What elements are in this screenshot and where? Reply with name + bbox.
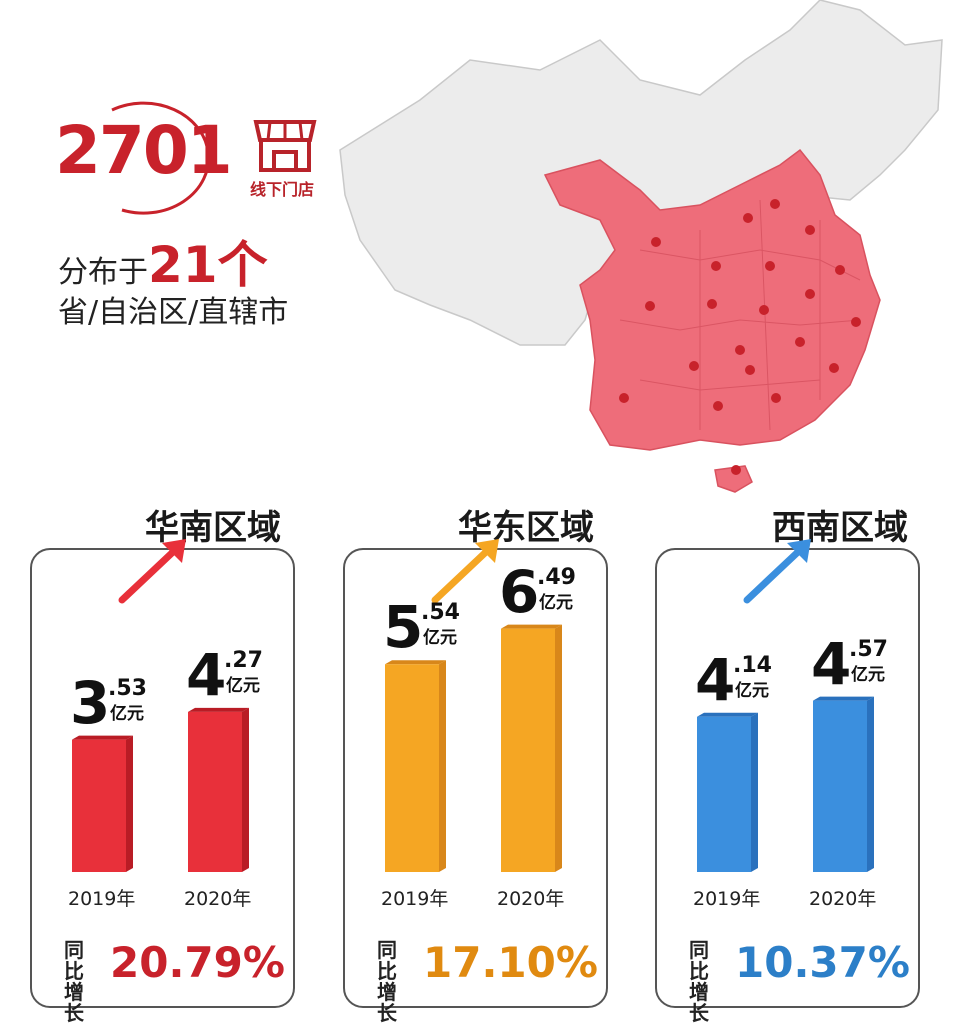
store-count: 2701 <box>55 112 233 189</box>
year-label-south-2019: 2019年 <box>68 888 136 910</box>
value-unit: 亿元 <box>226 675 260 696</box>
bar-west-2020 <box>813 696 874 872</box>
trend-arrow-icon-east <box>431 539 499 604</box>
value-integer: 3 <box>70 668 111 737</box>
growth-label-west: 同比增长 <box>689 938 709 1025</box>
value-integer: 6 <box>499 557 540 626</box>
value-decimal: .57 <box>849 636 888 662</box>
growth-value-west: 10.37% <box>735 938 910 987</box>
value-decimal: .14 <box>733 652 772 678</box>
value-unit: 亿元 <box>851 664 885 685</box>
value-decimal: .54 <box>421 600 460 626</box>
distribution-count: 21个 <box>148 236 268 294</box>
value-label-west-2020: 4.57 亿元 <box>811 635 888 693</box>
value-integer: 5 <box>383 593 424 662</box>
growth-value-east: 17.10% <box>423 938 598 987</box>
map-pins <box>619 199 861 475</box>
china-store-map <box>339 0 943 493</box>
growth-value-south: 20.79% <box>110 938 285 987</box>
map-base-region <box>339 0 943 346</box>
distribution-line-2: 省/自治区/直辖市 <box>58 295 289 330</box>
value-decimal: .53 <box>108 675 147 701</box>
year-label-east-2020: 2020年 <box>497 888 565 910</box>
value-label-south-2020: 4.27 亿元 <box>186 646 263 704</box>
map-hainan-island <box>714 465 753 493</box>
value-decimal: .49 <box>537 564 576 590</box>
bar-south-2019 <box>72 735 133 872</box>
year-label-south-2020: 2020年 <box>184 888 252 910</box>
trend-arrow-icon-west <box>743 539 811 604</box>
year-label-west-2019: 2019年 <box>693 888 761 910</box>
store-icon <box>253 120 317 172</box>
bar-west-2019 <box>697 712 758 872</box>
year-label-east-2019: 2019年 <box>381 888 449 910</box>
value-integer: 4 <box>811 629 852 698</box>
trend-arrow-icon-south <box>118 539 186 604</box>
value-unit: 亿元 <box>539 592 573 613</box>
value-unit: 亿元 <box>423 628 457 649</box>
region-title-east: 华东区域 <box>458 508 594 548</box>
value-label-south-2019: 3.53 亿元 <box>70 674 147 732</box>
distribution-line-1: 分布于21个 <box>58 240 268 290</box>
value-integer: 4 <box>186 640 227 709</box>
value-unit: 亿元 <box>110 703 144 724</box>
growth-label-east: 同比增长 <box>377 938 397 1025</box>
region-title-south: 华南区域 <box>145 508 281 548</box>
bar-east-2019 <box>385 660 446 872</box>
growth-label-south: 同比增长 <box>64 938 84 1025</box>
stores-ring-decoration <box>111 101 210 215</box>
distribution-prefix: 分布于 <box>58 255 148 290</box>
region-title-west: 西南区域 <box>772 508 908 548</box>
value-label-east-2020: 6.49 亿元 <box>499 563 576 621</box>
value-label-west-2019: 4.14 亿元 <box>695 651 772 709</box>
value-decimal: .27 <box>224 647 263 673</box>
store-count-label: 线下门店 <box>250 180 315 199</box>
value-label-east-2019: 5.54 亿元 <box>383 598 460 656</box>
year-label-west-2020: 2020年 <box>809 888 877 910</box>
map-province-lines <box>619 199 861 431</box>
value-unit: 亿元 <box>735 680 769 701</box>
value-integer: 4 <box>695 645 736 714</box>
bar-east-2020 <box>501 624 562 872</box>
bar-south-2020 <box>188 707 249 872</box>
